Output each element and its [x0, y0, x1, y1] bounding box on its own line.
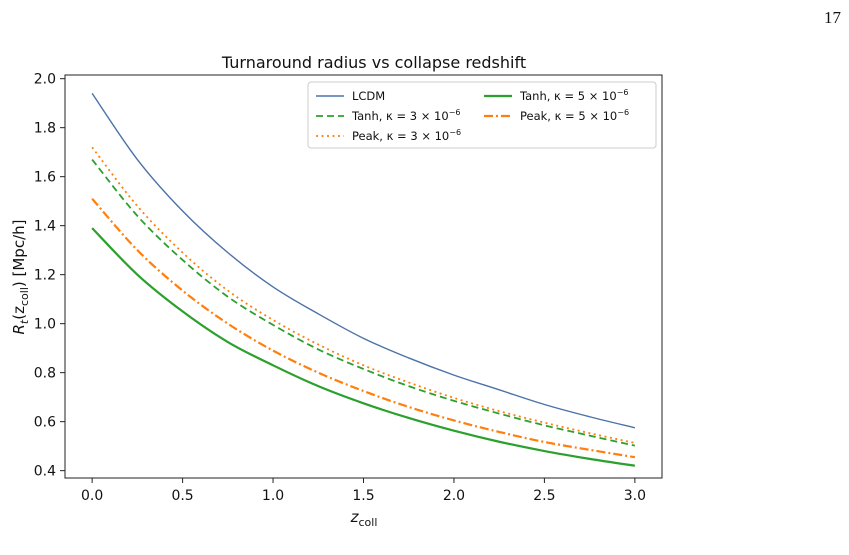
x-axis-label-main: z — [350, 508, 360, 526]
y-tick-label: 1.2 — [34, 268, 56, 284]
series-line-5 — [91, 197, 636, 459]
y-tick-label: 0.4 — [34, 464, 56, 480]
x-tick-label: 1.5 — [352, 488, 374, 504]
y-axis-label-post: ) [Mpc/h] — [10, 220, 28, 288]
x-tick-label: 3.0 — [624, 488, 646, 504]
series-line-3 — [91, 146, 636, 444]
legend-label-3: Peak, κ = 3 × 10−6 — [352, 128, 461, 143]
x-axis: 0.0 0.5 1.0 1.5 2.0 2.5 3.0 — [81, 478, 646, 504]
y-tick-label: 0.8 — [34, 366, 56, 382]
y-tick-label: 1.6 — [34, 170, 56, 186]
series-line-1 — [91, 92, 636, 429]
chart-title: Turnaround radius vs collapse redshift — [221, 53, 526, 72]
y-tick-label: 0.6 — [34, 415, 56, 431]
series-line-4 — [91, 227, 636, 467]
y-axis-label-sub1: t — [18, 319, 31, 324]
legend-label-5: Peak, κ = 5 × 10−6 — [520, 108, 629, 123]
y-tick-label: 1.0 — [34, 317, 56, 333]
legend-box — [307, 81, 657, 149]
y-axis-label-sub2: coll — [18, 287, 31, 306]
page-number: 17 — [824, 8, 841, 27]
y-tick-label: 1.4 — [34, 219, 56, 235]
x-axis-label-sub: coll — [358, 516, 377, 529]
legend-label-1: LCDM — [352, 89, 385, 103]
legend: LCDM Tanh, κ = 3 × 10−6 Peak, κ = 3 × 10−6… — [307, 81, 657, 149]
y-tick-label: 1.8 — [34, 121, 56, 137]
y-axis-label: Rt(zcoll) [Mpc/h] — [10, 220, 31, 335]
plot-area — [91, 92, 636, 467]
series-line-2 — [91, 158, 636, 447]
x-tick-label: 0.5 — [171, 488, 193, 504]
y-axis-label-pre: R — [10, 324, 28, 334]
y-axis: 0.4 0.6 0.8 1.0 1.2 1.4 1.6 1.8 2.0 — [34, 72, 65, 480]
x-tick-label: 1.0 — [262, 488, 284, 504]
y-tick-label: 2.0 — [34, 72, 56, 88]
legend-label-2: Tanh, κ = 3 × 10−6 — [351, 108, 460, 123]
x-tick-label: 2.0 — [443, 488, 465, 504]
x-axis-label: zcoll — [350, 508, 378, 529]
y-axis-label-mid: (z — [10, 306, 28, 320]
legend-label-4: Tanh, κ = 5 × 10−6 — [519, 88, 628, 103]
x-tick-label: 2.5 — [533, 488, 555, 504]
x-tick-label: 0.0 — [81, 488, 103, 504]
